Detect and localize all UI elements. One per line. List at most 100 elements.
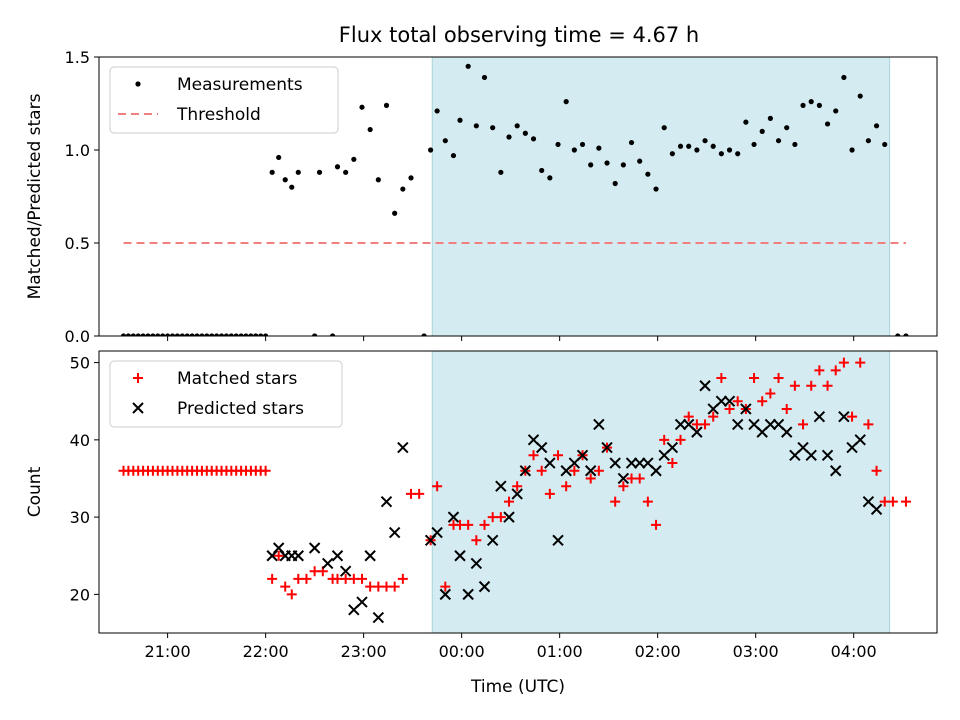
data-point <box>383 102 390 108</box>
data-point <box>661 125 667 131</box>
data-point <box>813 410 826 423</box>
series-measurements <box>120 63 909 336</box>
data-point <box>838 357 849 368</box>
data-point <box>781 403 792 414</box>
legend-box <box>109 360 343 428</box>
top-panel: 0.0 0.5 1.0 1.5 Matched/Predicted stars Measu… <box>25 48 938 346</box>
data-point <box>440 581 451 592</box>
data-point <box>495 512 506 523</box>
data-point <box>359 104 365 110</box>
data-point <box>334 164 341 170</box>
data-point <box>316 169 323 175</box>
data-point <box>479 519 490 530</box>
data-point <box>160 333 166 336</box>
data-point <box>356 596 368 608</box>
data-point <box>593 465 604 476</box>
data-point <box>392 210 398 216</box>
data-point <box>267 573 278 584</box>
data-point <box>372 611 385 624</box>
y-tick-label: 0.5 <box>65 234 90 253</box>
data-point <box>781 426 793 438</box>
x-axis-label: Time (UTC) <box>470 677 565 697</box>
x-tick-label: 01:00 <box>537 642 583 661</box>
data-point <box>155 333 161 336</box>
data-point <box>710 143 716 149</box>
data-point <box>593 418 605 431</box>
data-point <box>544 457 556 469</box>
data-point <box>571 147 577 153</box>
data-point <box>463 519 474 530</box>
data-point <box>165 333 171 336</box>
data-point <box>552 534 564 546</box>
data-point <box>209 333 215 336</box>
data-point <box>675 434 686 445</box>
data-point <box>233 333 239 336</box>
data-point <box>470 557 483 570</box>
data-point <box>718 151 724 157</box>
x-tick-label: 00:00 <box>439 642 485 661</box>
axes-frame <box>98 56 938 337</box>
data-point <box>199 333 205 336</box>
data-point <box>625 457 638 469</box>
data-point <box>806 380 817 391</box>
data-point <box>462 588 474 601</box>
data-point <box>478 580 491 593</box>
data-point <box>312 333 318 336</box>
data-point <box>579 141 586 148</box>
legend-label: Predicted stars <box>177 399 304 419</box>
data-point <box>814 365 825 376</box>
data-point <box>389 581 400 592</box>
data-point <box>553 450 564 461</box>
legend-marker-dot <box>135 81 141 87</box>
data-point <box>269 169 275 175</box>
data-point <box>612 180 618 187</box>
data-point <box>561 481 572 492</box>
data-point <box>759 128 765 134</box>
data-point <box>651 519 662 530</box>
data-point <box>295 169 301 175</box>
data-point <box>329 333 336 336</box>
data-point <box>375 177 381 183</box>
data-point <box>775 138 782 144</box>
bottom-panel: 20 30 40 50 21:00 22:00 23:00 00:00 01:00 02:00 03… <box>25 350 938 697</box>
y-tick-label: 1.5 <box>65 48 90 67</box>
data-point <box>380 495 393 508</box>
data-point <box>751 141 757 148</box>
data-point <box>708 411 719 422</box>
data-point <box>258 333 264 336</box>
data-point <box>765 388 776 399</box>
data-point <box>321 557 334 570</box>
data-point <box>808 99 814 105</box>
data-point <box>653 186 659 192</box>
data-point <box>228 333 234 336</box>
data-point <box>830 465 842 477</box>
legend-label: Matched stars <box>177 369 297 389</box>
data-point <box>442 138 448 144</box>
data-point <box>743 119 749 125</box>
data-point <box>702 138 708 144</box>
data-point <box>223 333 230 336</box>
data-point <box>498 169 504 175</box>
data-point <box>667 458 678 469</box>
data-point <box>838 410 850 423</box>
plot-area <box>120 63 909 336</box>
data-point <box>184 333 190 336</box>
data-point <box>642 496 653 507</box>
data-point <box>431 526 443 539</box>
data-point <box>855 357 866 368</box>
data-point <box>528 450 539 461</box>
data-point <box>495 480 507 492</box>
data-point <box>620 162 626 168</box>
legend-marker-plus <box>133 373 143 383</box>
data-point <box>343 169 349 175</box>
data-point <box>218 333 225 336</box>
plot-area <box>118 357 911 624</box>
data-point <box>659 434 670 445</box>
data-point <box>833 108 839 114</box>
data-point <box>490 125 496 131</box>
data-point <box>280 581 291 592</box>
data-point <box>522 130 528 136</box>
data-point <box>773 373 784 384</box>
data-point <box>596 145 602 151</box>
data-point <box>816 102 822 108</box>
